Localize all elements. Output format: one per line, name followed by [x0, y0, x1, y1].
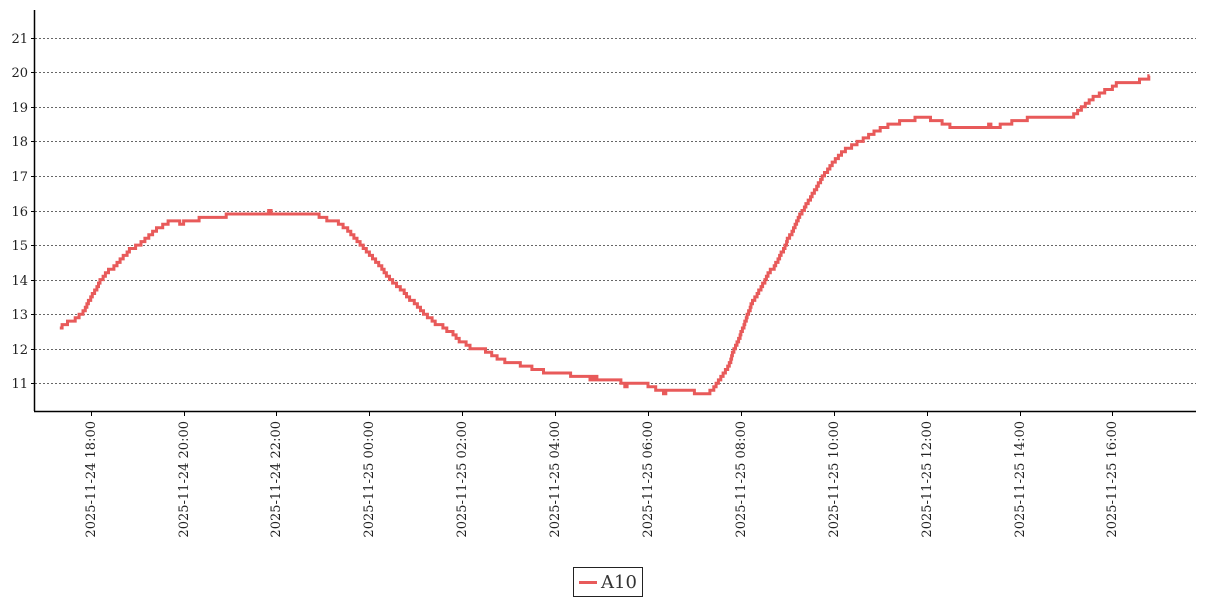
x-tick-label: 2025-11-25 10:00 — [827, 421, 842, 538]
series-line-a10 — [59, 74, 1151, 396]
axes — [33, 10, 1196, 413]
x-tick-label: 2025-11-24 18:00 — [84, 421, 99, 538]
y-tick-label: 17 — [11, 170, 28, 185]
y-tick-label: 18 — [11, 135, 28, 150]
y-axis-ticks: 11 12 13 14 15 16 17 18 19 20 21 — [11, 32, 35, 392]
series-lines — [59, 74, 1151, 396]
y-tick-label: 14 — [11, 274, 28, 289]
y-tick-label: 11 — [11, 377, 28, 392]
x-tick-label: 2025-11-25 00:00 — [362, 421, 377, 538]
x-tick-label: 2025-11-25 06:00 — [641, 421, 656, 538]
legend-swatch-a10 — [579, 580, 597, 584]
x-axis-ticks: 2025-11-24 18:00 2025-11-24 20:00 2025-11-… — [84, 411, 1120, 538]
gridlines — [35, 38, 1196, 384]
x-tick-label: 2025-11-25 14:00 — [1013, 421, 1028, 538]
x-tick-label: 2025-11-25 04:00 — [548, 421, 563, 538]
x-tick-label: 2025-11-24 20:00 — [177, 421, 192, 538]
y-tick-label: 16 — [11, 205, 28, 220]
y-tick-label: 19 — [11, 101, 28, 116]
x-tick-label: 2025-11-25 12:00 — [920, 421, 935, 538]
legend: A10 — [573, 567, 643, 597]
x-tick-label: 2025-11-24 22:00 — [269, 421, 284, 538]
legend-label-a10: A10 — [601, 571, 637, 593]
y-tick-label: 13 — [11, 308, 28, 323]
y-tick-label: 21 — [11, 32, 28, 47]
x-tick-label: 2025-11-25 02:00 — [455, 421, 470, 538]
x-tick-label: 2025-11-25 16:00 — [1105, 421, 1120, 538]
y-tick-label: 12 — [11, 343, 28, 358]
x-tick-label: 2025-11-25 08:00 — [734, 421, 749, 538]
y-tick-label: 15 — [11, 239, 28, 254]
y-tick-label: 20 — [11, 66, 28, 81]
